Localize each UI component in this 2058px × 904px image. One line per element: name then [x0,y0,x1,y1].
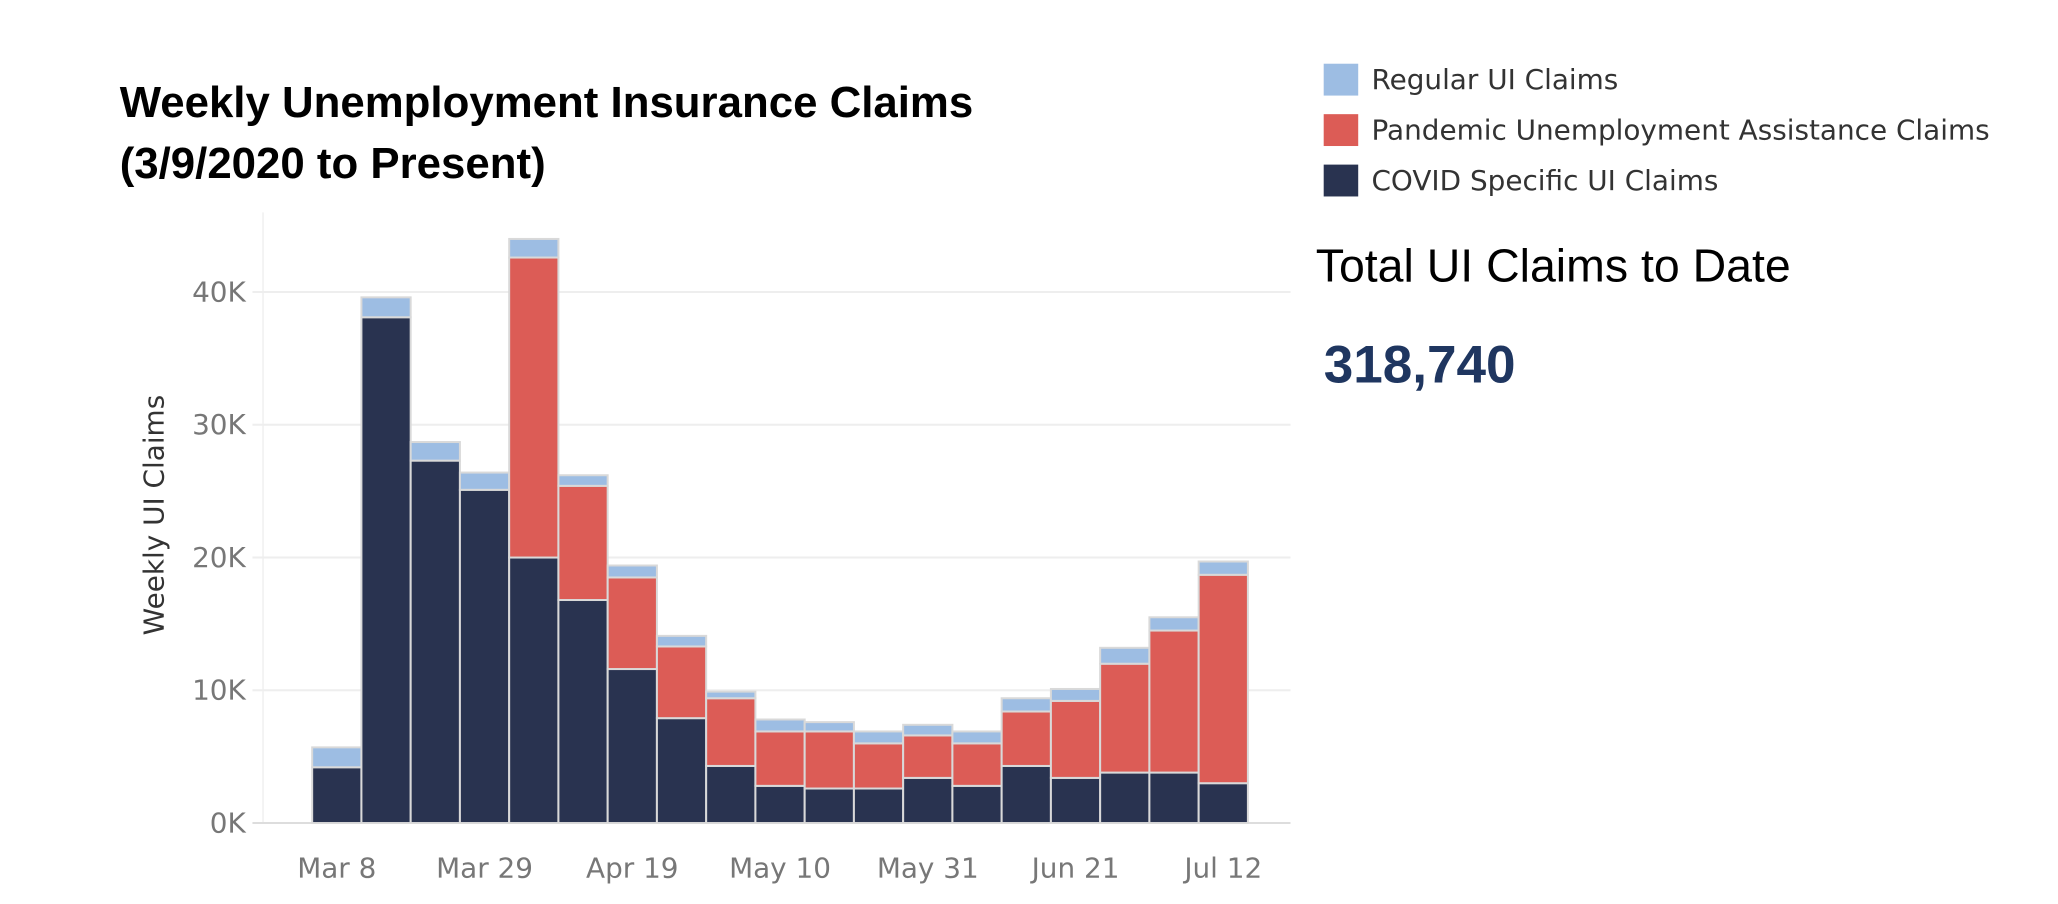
bar-segment [803,730,855,790]
bar-segment [311,746,363,769]
y-tick-label: 40K [192,275,246,308]
bar-segment [409,459,461,825]
bar-segment [803,787,855,825]
bar-segment [951,742,1003,787]
bar-segment [852,730,905,745]
bar-segment [655,717,708,825]
bar-segment [902,776,954,825]
kpi-value: 318,740 [1324,335,1516,394]
x-tick-label: Jun 21 [1030,851,1120,884]
bar-segment [1000,764,1052,825]
x-tick-label: May 10 [729,851,831,884]
bar-segment [458,488,511,825]
kpi-label: Total UI Claims to Date [1316,239,1791,291]
x-tick-label: Mar 8 [297,851,376,884]
bar-segment [902,723,954,737]
chart-title: Weekly Unemployment Insurance Claims [120,78,974,127]
bar-segment [902,734,954,779]
chart-title: (3/9/2020 to Present) [120,139,546,188]
x-tick-label: Jul 12 [1182,851,1262,884]
bar-segment [852,742,905,790]
bar-segment [508,237,560,259]
bar-segment [705,764,757,825]
bar-segment [655,634,708,648]
bar-segment [311,766,363,825]
bar-segment [705,690,757,700]
y-tick-label: 10K [192,674,246,707]
bar-segment [1148,616,1200,632]
y-tick-label: 30K [192,408,246,441]
legend-swatch [1323,114,1359,147]
bar-segment [409,441,461,462]
bar-segment [803,721,855,733]
bar-segment [557,474,609,487]
bar-segment [1148,771,1200,825]
legend-label: Pandemic Unemployment Assistance Claims [1371,113,1989,146]
bar-segment [508,556,560,825]
legend-swatch [1323,63,1359,96]
bar-segment [1148,629,1200,774]
bar-segment [1099,771,1151,825]
bar-segment [458,471,511,491]
y-tick-label: 20K [192,541,246,574]
bar-segment [852,787,905,825]
bar-segment [1197,560,1249,576]
bar-segment [606,576,658,671]
bar-segment [1049,699,1102,779]
bar-segment [951,784,1003,825]
bar-segment [508,256,560,559]
y-tick-label: 0K [210,806,247,839]
bar-segment [1197,782,1249,825]
bar-segment [754,730,806,787]
bar-segment [754,784,806,825]
bar-segment [951,730,1003,745]
bar-segment [360,316,412,825]
bar-segment [655,645,708,720]
bar-segment [1000,697,1052,713]
legend-swatch [1323,164,1359,197]
bar-segment [360,296,412,319]
bar-segment [1197,573,1249,785]
x-tick-label: Mar 29 [436,851,533,884]
bar-segment [557,599,609,825]
legend-label: COVID Specific UI Claims [1371,164,1718,197]
legend-label: Regular UI Claims [1371,63,1618,96]
bar-segment [1099,646,1151,665]
bar-segment [606,564,658,579]
bar-segment [557,484,609,602]
x-tick-label: Apr 19 [586,851,679,884]
bar-segment [1000,710,1052,767]
bar-segment [1049,776,1102,825]
bar-segment [754,718,806,733]
x-tick-label: May 31 [877,851,979,884]
y-axis-label: Weekly UI Claims [137,395,170,636]
bar-segment [1049,687,1102,702]
bar-segment [705,697,757,767]
bar-segment [606,668,658,825]
bar-segment [1099,662,1151,774]
